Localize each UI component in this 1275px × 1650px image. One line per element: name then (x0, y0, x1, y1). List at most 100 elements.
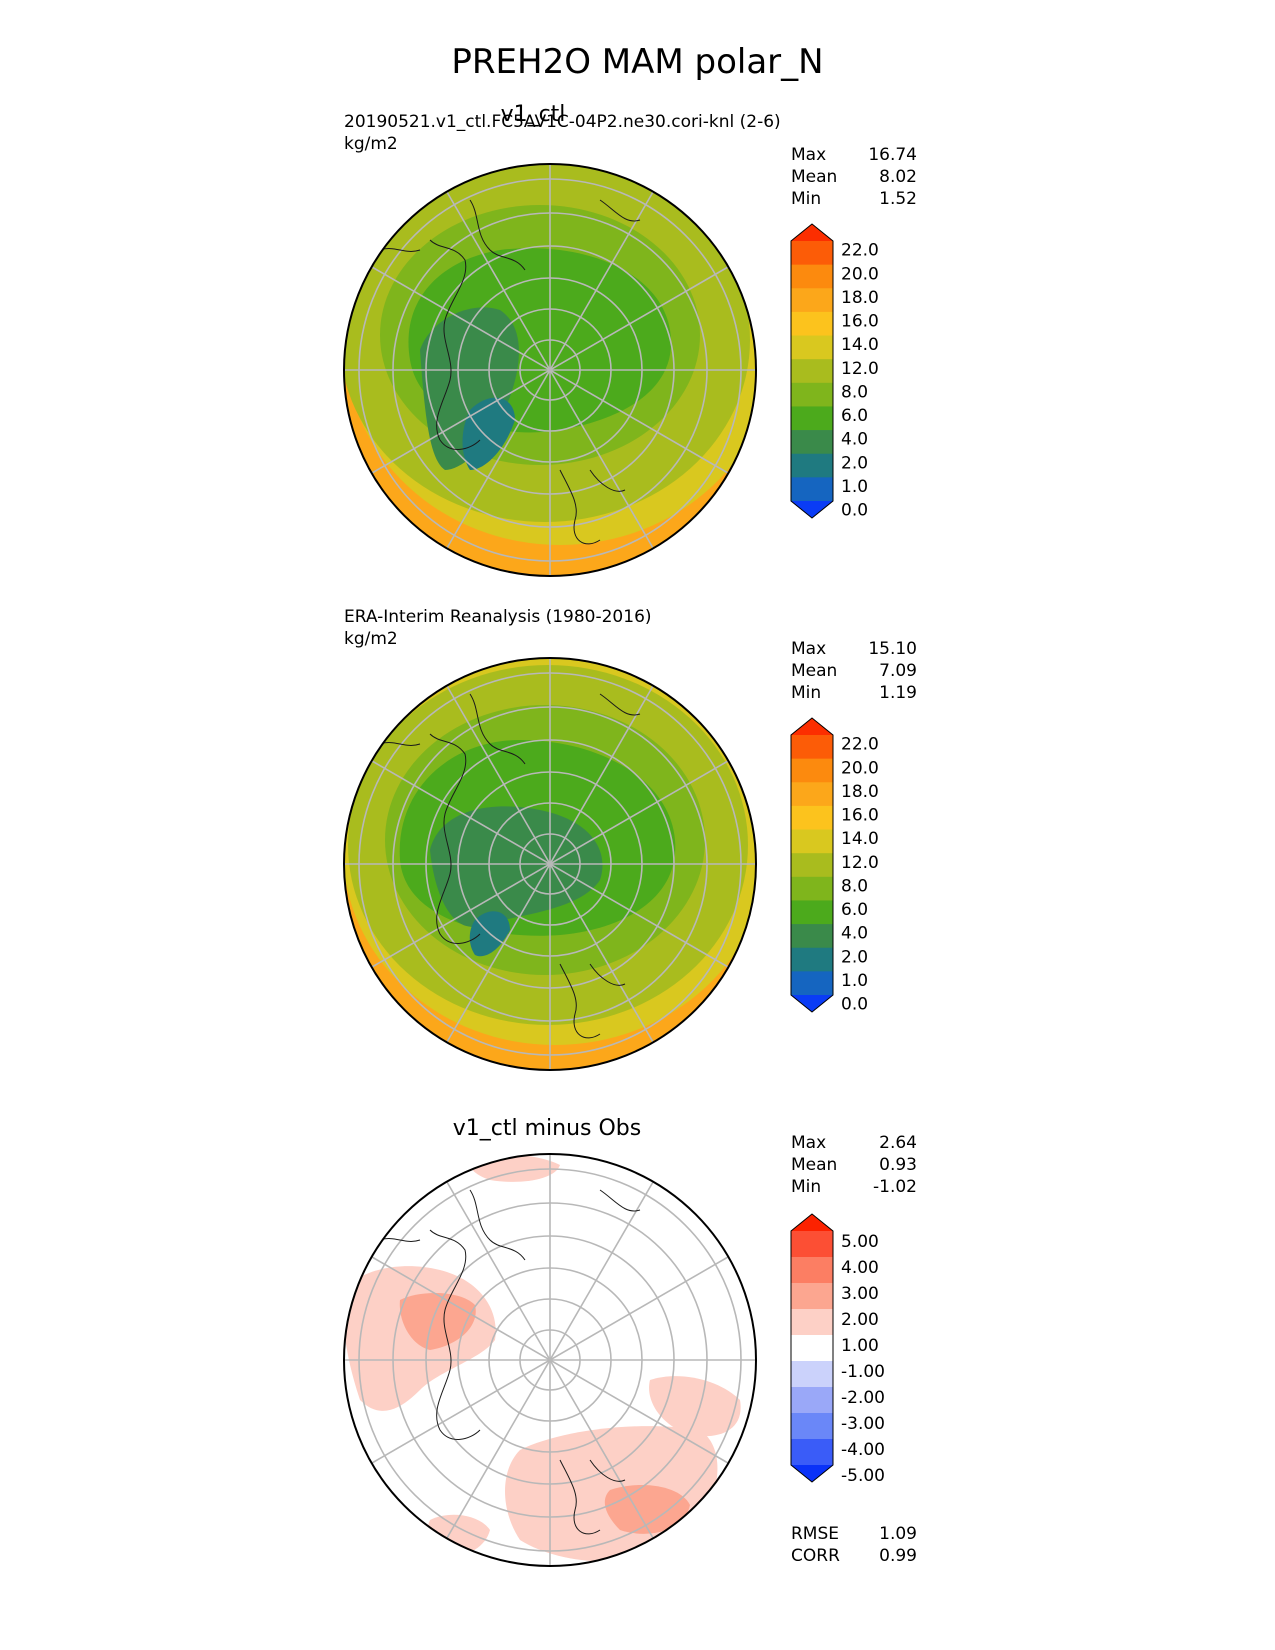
panel-1-source: 20190521.v1_ctl.FC5AV1C-04P2.ne30.cori-k… (344, 112, 781, 132)
stat-label: Mean (791, 1155, 838, 1175)
colorbar-2: 22.0 20.0 18.0 16.0 14.0 12.0 8.0 6.0 4.0 2.0 1.0 0… (790, 717, 879, 1015)
colorbar-tick-label: -5.00 (841, 1466, 885, 1486)
map-2-graticule (344, 658, 756, 1070)
colorbar-tick-label: 4.00 (841, 1258, 879, 1278)
colorbar-tick-label: 18.0 (841, 782, 879, 802)
colorbar-tick-label: 6.0 (841, 900, 868, 920)
colorbar-segment (791, 264, 833, 289)
stat-value: 16.74 (868, 145, 917, 165)
panel-2-source: ERA-Interim Reanalysis (1980-2016) (344, 607, 652, 627)
colorbar-outline (790, 223, 834, 519)
colorbar-tick-label: 12.0 (841, 853, 879, 873)
stat-label: Max (791, 639, 827, 659)
colorbar-tick-label: 8.0 (841, 382, 868, 402)
colorbar-segment (791, 829, 833, 854)
stat-value: 0.93 (879, 1155, 917, 1175)
map-panel-2 (343, 657, 757, 1071)
map-1-boundary (343, 163, 757, 577)
colorbar-tick-label: 6.0 (841, 406, 868, 426)
colorbar-tick-label: 22.0 (841, 735, 879, 755)
stat-label: CORR (791, 1546, 840, 1566)
colorbar-extend-min (791, 1465, 833, 1482)
stat-label: Max (791, 145, 827, 165)
colorbar-tick-label: -3.00 (841, 1414, 885, 1434)
stat-value: 8.02 (879, 167, 917, 187)
map-1-graticule (344, 164, 756, 576)
colorbar-tick-label: 1.0 (841, 477, 868, 497)
map-2-coastlines (379, 693, 641, 1039)
colorbar-outline (790, 1213, 834, 1483)
stat-label: Max (791, 1133, 827, 1153)
colorbar-segment (791, 735, 833, 760)
panel-3-title: v1_ctl minus Obs (452, 1116, 642, 1141)
colorbar-segment (791, 924, 833, 949)
stat-value: 15.10 (868, 639, 917, 659)
map-3-graticule (344, 1154, 756, 1566)
colorbar-extend-max (791, 224, 833, 241)
colorbar-segment (791, 947, 833, 972)
colorbar-tick-label: 14.0 (841, 335, 879, 355)
colorbar-segment (791, 288, 833, 313)
colorbar-segment (791, 1309, 833, 1336)
map-2-boundary (343, 657, 757, 1071)
colorbar-segment (791, 430, 833, 455)
stat-value: 0.99 (879, 1546, 917, 1566)
map-panel-3 (343, 1153, 757, 1567)
colorbar-tick-label: 14.0 (841, 829, 879, 849)
colorbar-tick-label: 4.0 (841, 430, 868, 450)
colorbar-tick-label: -1.00 (841, 1362, 885, 1382)
colorbar-tick-label: -4.00 (841, 1440, 885, 1460)
colorbar-tick-label: 1.0 (841, 971, 868, 991)
colorbar-segment (791, 971, 833, 996)
colorbar-tick-label: 20.0 (841, 264, 879, 284)
panel-3-extra-stats: RMSE 1.09 CORR 0.99 (791, 1523, 917, 1567)
colorbar-segment (791, 241, 833, 266)
colorbar-1: 22.0 20.0 18.0 16.0 14.0 12.0 8.0 6.0 4.0 2.0 1.0 0… (790, 223, 879, 521)
colorbar-segment (791, 335, 833, 360)
stat-value: 1.19 (879, 683, 917, 703)
colorbar-segment (791, 1283, 833, 1310)
panel-2-stats: Max 15.10 Mean 7.09 Min 1.19 (791, 638, 917, 704)
colorbar-tick-label: 2.0 (841, 453, 868, 473)
colorbar-segment (791, 1413, 833, 1440)
colorbar-tick-label: -2.00 (841, 1388, 885, 1408)
map-3-coastlines (379, 1189, 641, 1535)
map-3-boundary (343, 1153, 757, 1567)
colorbar-3: 5.00 4.00 3.00 2.00 1.00 -1.00 -2.00 -3.00 -4.00… (790, 1213, 885, 1486)
panel-3-stats: Max 2.64 Mean 0.93 Min -1.02 (791, 1132, 917, 1198)
colorbar-tick-label: 3.00 (841, 1284, 879, 1304)
colorbar-extend-min (791, 501, 833, 518)
colorbar-segment (791, 1361, 833, 1388)
stat-label: Mean (791, 167, 838, 187)
stat-label: Min (791, 683, 822, 703)
colorbar-segment (791, 758, 833, 783)
map-panel-1 (343, 163, 757, 577)
colorbar-segment (791, 359, 833, 384)
colorbar-segment (791, 1387, 833, 1414)
stat-value: 1.52 (879, 189, 917, 209)
stat-value: 1.09 (879, 1524, 917, 1544)
panel-1-units: kg/m2 (344, 134, 398, 154)
colorbar-tick-label: 4.0 (841, 924, 868, 944)
colorbar-extend-max (791, 718, 833, 735)
colorbar-segment (791, 853, 833, 878)
stat-value: 2.64 (879, 1133, 917, 1153)
panel-2-units: kg/m2 (344, 629, 398, 649)
figure-title: PREH2O MAM polar_N (451, 42, 824, 82)
colorbar-segment (791, 453, 833, 478)
colorbar-tick-label: 5.00 (841, 1232, 879, 1252)
colorbar-tick-label: 16.0 (841, 806, 879, 826)
colorbar-tick-label: 12.0 (841, 359, 879, 379)
panel-1-stats: Max 16.74 Mean 8.02 Min 1.52 (791, 144, 917, 210)
colorbar-tick-label: 0.0 (841, 995, 868, 1015)
colorbar-segment (791, 876, 833, 901)
colorbar-tick-label: 1.00 (841, 1336, 879, 1356)
colorbar-tick-label: 8.0 (841, 876, 868, 896)
colorbar-segment (791, 1257, 833, 1284)
stat-label: RMSE (791, 1524, 840, 1544)
colorbar-tick-label: 16.0 (841, 312, 879, 332)
colorbar-extend-max (791, 1214, 833, 1231)
colorbar-segment (791, 900, 833, 925)
stat-label: Mean (791, 661, 838, 681)
